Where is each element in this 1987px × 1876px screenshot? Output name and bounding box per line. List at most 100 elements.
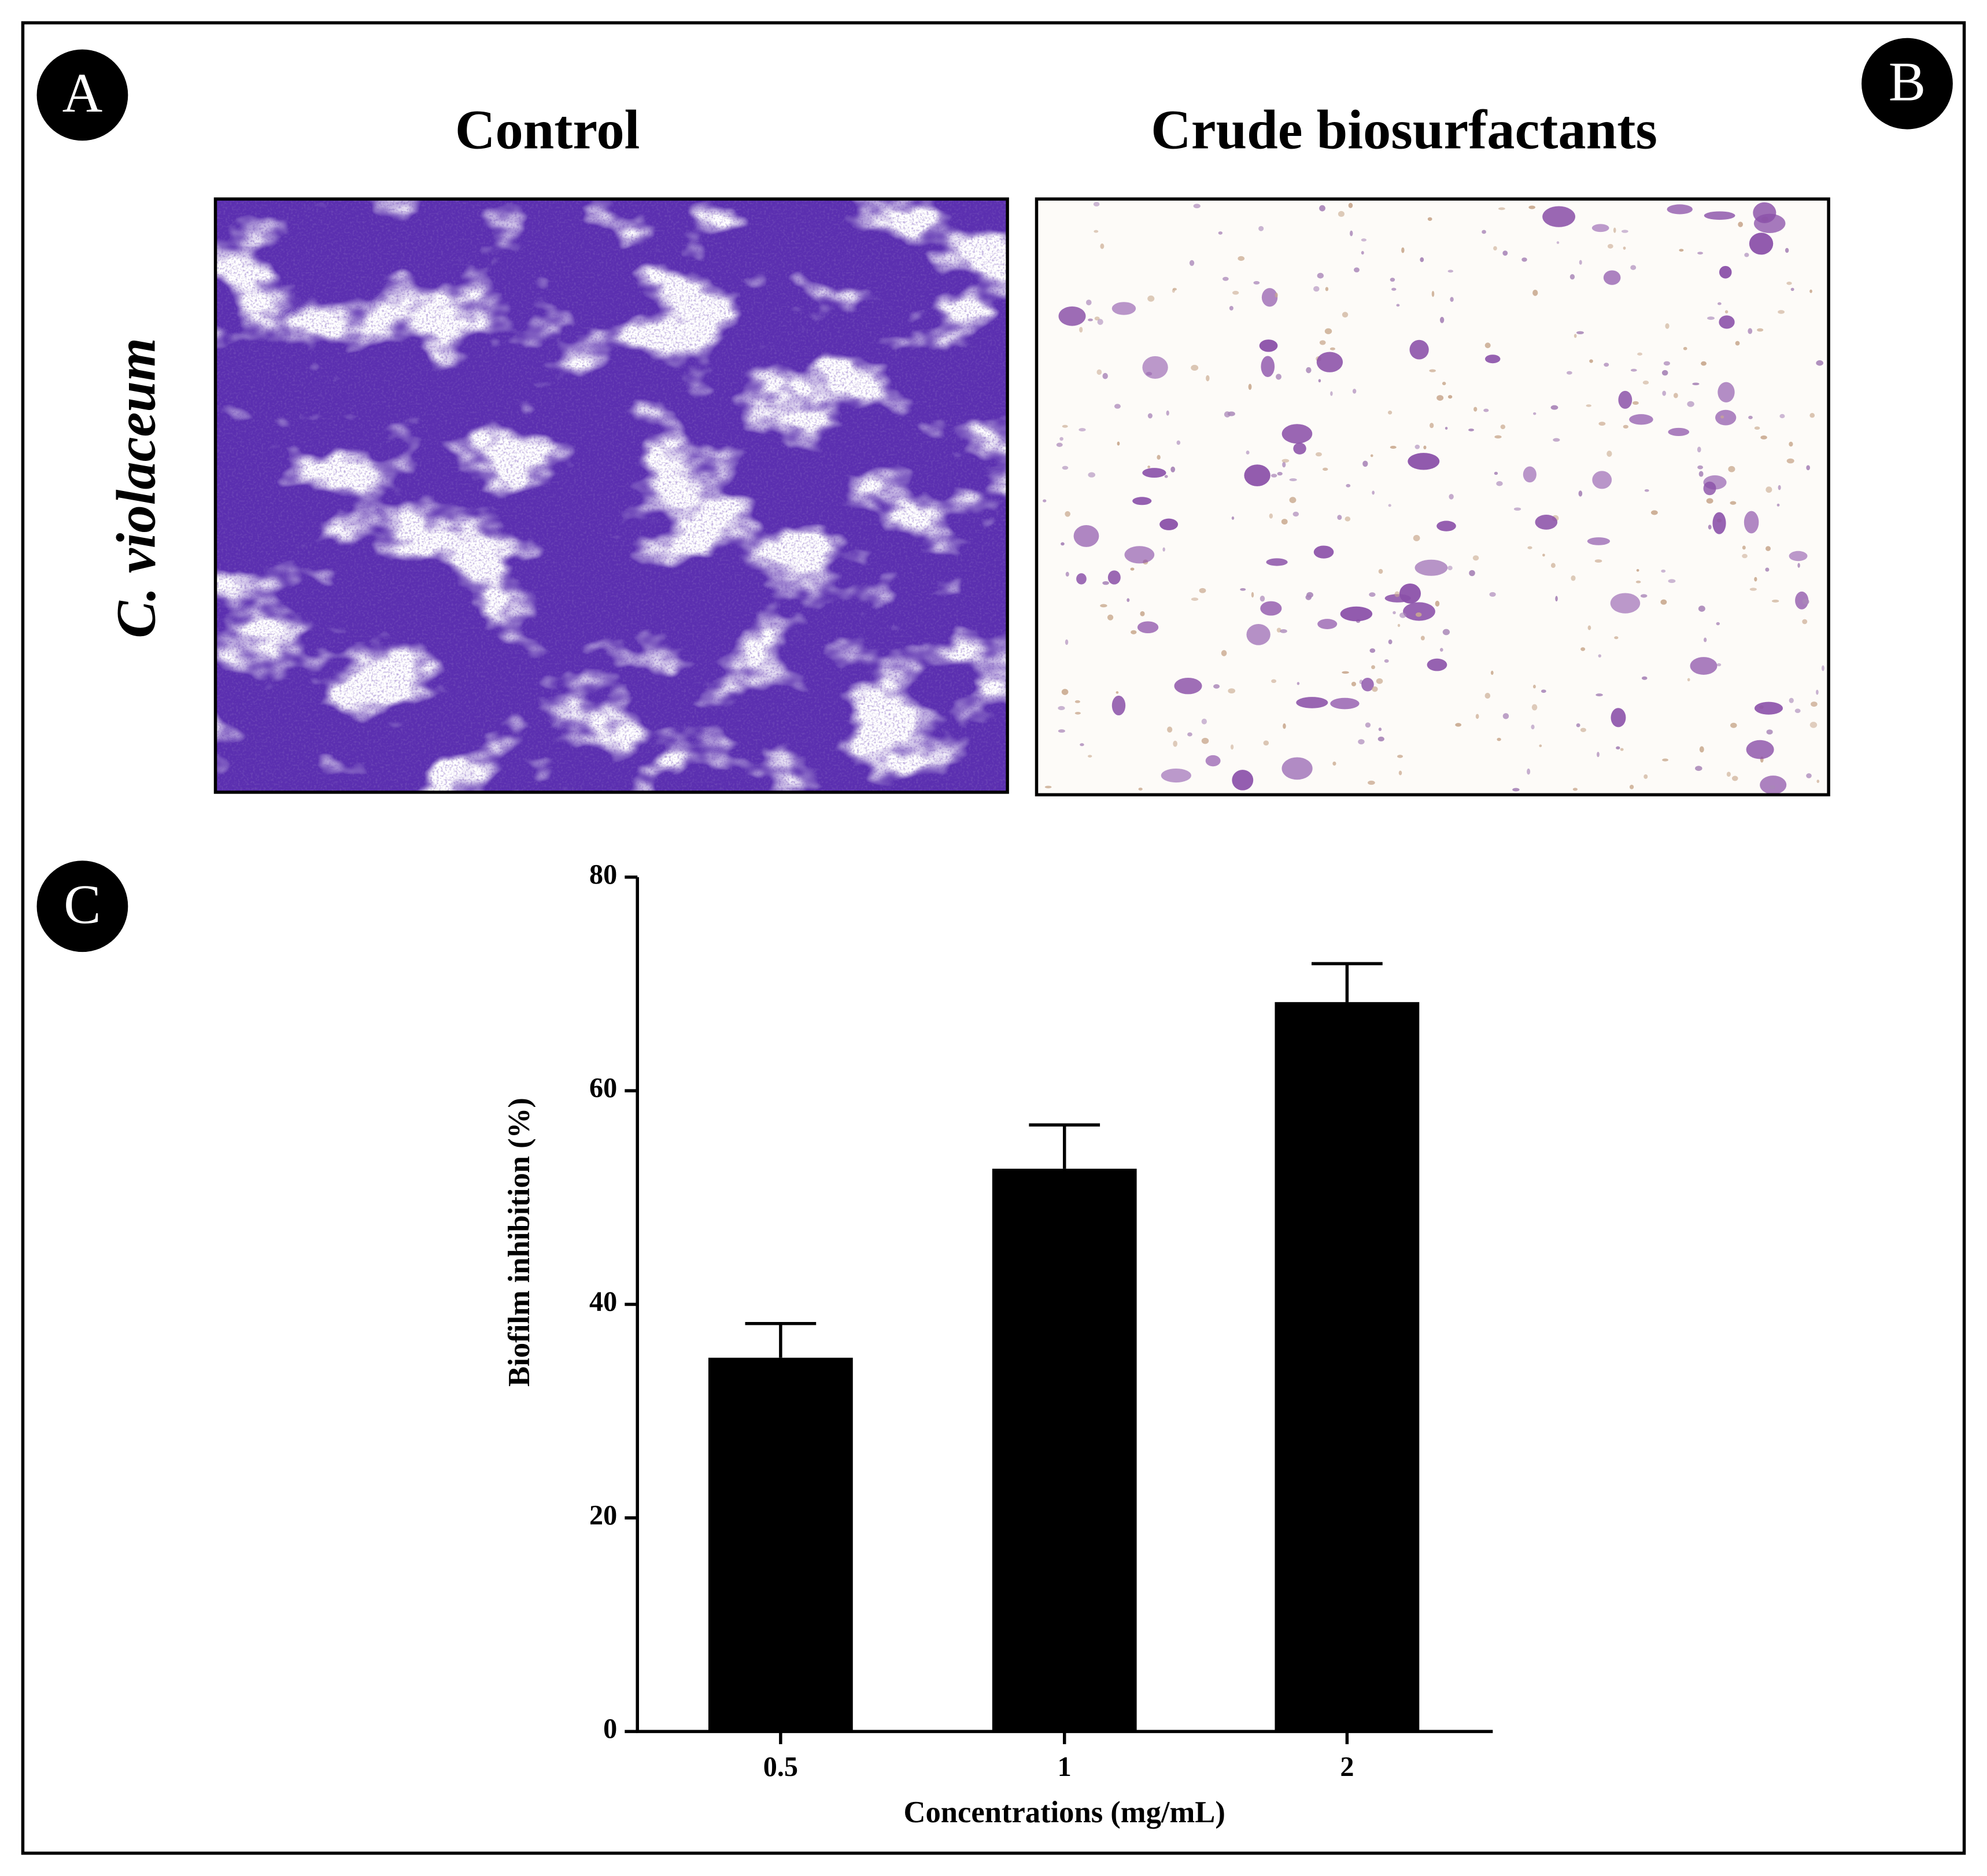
stained-clump — [1707, 316, 1715, 320]
stained-clump — [1643, 774, 1648, 779]
stained-clump — [1586, 404, 1591, 407]
stained-clump — [1251, 592, 1254, 598]
stained-clump — [1138, 788, 1143, 791]
stained-clump — [1667, 204, 1693, 215]
stained-clump — [1079, 327, 1083, 333]
stained-clump — [1483, 408, 1489, 412]
stained-clump — [1687, 678, 1690, 682]
stained-clump — [1401, 247, 1405, 253]
stained-clump — [1378, 727, 1382, 732]
stained-clump — [1742, 545, 1746, 550]
stained-clump — [1187, 732, 1192, 737]
x-tick-label: 0.5 — [763, 1752, 798, 1782]
stained-clump — [1580, 727, 1586, 732]
stained-clump — [1384, 659, 1389, 663]
stained-clump — [1532, 289, 1538, 296]
stained-clump — [1221, 650, 1227, 656]
stained-clump — [1043, 499, 1047, 503]
stained-clump — [1369, 592, 1376, 597]
stained-clump — [1349, 230, 1353, 237]
stained-clump — [1436, 520, 1456, 531]
stained-clump — [1569, 274, 1575, 280]
stained-clump — [1167, 726, 1173, 733]
stained-clump — [1716, 622, 1720, 626]
stained-clump — [1539, 744, 1542, 747]
stained-clump — [1594, 559, 1602, 563]
stained-clump — [1275, 292, 1278, 298]
stained-clump — [1748, 415, 1753, 419]
stained-clump — [1260, 595, 1265, 602]
stained-clump — [1816, 689, 1819, 695]
stained-clump — [1396, 304, 1400, 307]
stained-clump — [1147, 466, 1151, 468]
stained-clump — [1130, 567, 1135, 571]
stained-clump — [1673, 393, 1678, 398]
stained-clump — [1806, 773, 1812, 778]
stained-clump — [1786, 282, 1792, 285]
stained-clump — [1365, 722, 1371, 728]
stained-clump — [1058, 706, 1065, 711]
stained-clump — [1629, 785, 1634, 789]
stained-clump — [1795, 591, 1809, 610]
stained-clump — [1088, 318, 1093, 322]
stained-clump — [1315, 452, 1322, 457]
stained-clump — [1246, 450, 1250, 455]
stained-clump — [1085, 300, 1092, 305]
stained-clump — [1490, 670, 1494, 675]
stained-clump — [1408, 453, 1440, 470]
stained-clump — [1205, 755, 1221, 767]
stained-clump — [1572, 788, 1578, 791]
stained-clump — [1346, 483, 1351, 488]
micrograph-frame — [1035, 197, 1830, 797]
stained-clump — [1766, 729, 1773, 735]
stained-clump — [1114, 404, 1121, 409]
stained-clump — [1073, 525, 1099, 547]
stained-clump — [1161, 768, 1191, 783]
stained-clump — [1429, 369, 1436, 372]
stained-clump — [1065, 511, 1070, 517]
stained-clump — [1094, 230, 1099, 233]
stained-clump — [1587, 537, 1611, 545]
stained-clump — [1749, 232, 1774, 255]
stained-clump — [1260, 601, 1282, 616]
stained-clump — [1720, 415, 1724, 419]
stained-clump — [1493, 246, 1497, 251]
stained-clump — [1695, 766, 1702, 771]
stained-clump — [1811, 701, 1818, 707]
stained-clump — [1116, 691, 1119, 694]
panel-label: A — [62, 62, 103, 124]
stained-clump — [1591, 224, 1609, 232]
stained-clump — [1362, 460, 1368, 467]
stained-clump — [1754, 701, 1783, 715]
stained-clump — [1172, 287, 1177, 291]
treated-micrograph — [1036, 199, 1829, 795]
stained-clump — [1281, 519, 1288, 525]
stained-clump — [1388, 504, 1391, 507]
stained-clump — [1088, 472, 1095, 478]
stained-clump — [1164, 475, 1168, 478]
stained-clump — [1277, 471, 1283, 476]
stained-clump — [1329, 347, 1335, 350]
bar — [992, 1168, 1137, 1732]
stained-clump — [1697, 252, 1703, 255]
stained-clump — [1592, 471, 1612, 489]
stained-clump — [1361, 238, 1367, 242]
stained-clump — [1533, 412, 1537, 415]
stained-clump — [1724, 310, 1729, 314]
stained-clump — [1542, 553, 1545, 557]
stained-clump — [1473, 407, 1478, 412]
panel-label: B — [1889, 50, 1926, 112]
stained-clump — [1571, 575, 1576, 581]
y-tick-label: 40 — [589, 1287, 617, 1317]
stained-clump — [1296, 697, 1328, 708]
stained-clump — [1621, 230, 1628, 233]
stained-clump — [1162, 547, 1165, 552]
stained-clump — [1578, 490, 1583, 497]
stained-clump — [1704, 211, 1735, 220]
stained-clump — [1475, 714, 1479, 719]
stained-clump — [1718, 302, 1722, 305]
stained-clump — [1232, 290, 1239, 295]
stained-clump — [1259, 339, 1278, 352]
stained-clump — [1701, 361, 1707, 366]
